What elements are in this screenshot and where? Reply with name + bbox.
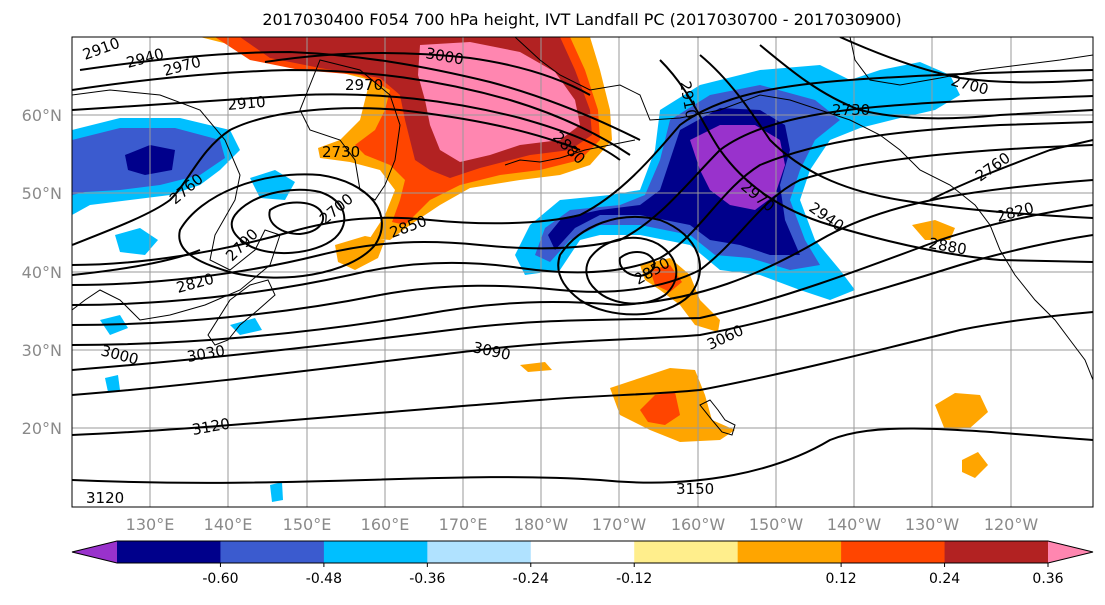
- ivt-positive-fill: [200, 37, 988, 478]
- map-title: 2017030400 F054 700 hPa height, IVT Land…: [262, 10, 901, 29]
- lon-label: 150°E: [283, 515, 332, 534]
- contour-west-ring-3: [268, 201, 325, 236]
- fill-red-south: [640, 392, 680, 425]
- contour-label: 3150: [676, 480, 714, 498]
- contour-label: 2970: [345, 76, 383, 94]
- contour-2820-west: [72, 249, 201, 276]
- height-contours: [72, 37, 1093, 484]
- contour-label: 2730: [832, 101, 870, 119]
- coast-hawaii: [699, 399, 736, 436]
- lon-label: 150°W: [749, 515, 804, 534]
- colorbar-swatch: [427, 541, 532, 563]
- lon-label: 140°E: [204, 515, 253, 534]
- lon-label: 140°W: [827, 515, 882, 534]
- colorbar-tick-label: -0.60: [202, 571, 238, 587]
- colorbar-swatch: [323, 541, 428, 563]
- contour-3000-north: [264, 52, 591, 96]
- contour-label: 2910: [227, 93, 267, 114]
- lat-label: 50°N: [22, 184, 62, 203]
- contour-2700-east: [839, 37, 1093, 84]
- contour-2970-south: [72, 121, 1093, 306]
- lon-label: 160°E: [361, 515, 410, 534]
- colorbar-swatch: [944, 541, 1049, 563]
- coast-alaska: [514, 37, 1093, 381]
- fill-cyan-small-6: [270, 482, 283, 502]
- contour-label: 3120: [86, 489, 124, 507]
- colorbar-swatch: [841, 541, 946, 563]
- latitude-labels: 60°N 50°N 40°N 30°N 20°N: [22, 106, 62, 438]
- contour-2730-east: [759, 44, 1093, 120]
- contour-2910-east: [659, 59, 1093, 263]
- contour-3120: [72, 311, 1093, 436]
- lon-label: 130°E: [126, 515, 175, 534]
- colorbar-swatch: [72, 541, 117, 563]
- colorbar-ticks: -0.60-0.48-0.36-0.24-0.120.120.240.360.4…: [202, 563, 1064, 587]
- contour-west-ring-1: [178, 173, 383, 279]
- contour-2760-west: [72, 107, 581, 246]
- map-content: 2910 2940 2970 3000 2970 2910 2730 2760 …: [72, 37, 1093, 507]
- contour-3030: [72, 179, 1093, 346]
- lon-label: 170°W: [592, 515, 647, 534]
- contour-3000-south: [72, 144, 1093, 326]
- lat-label: 60°N: [22, 106, 62, 125]
- fill-cyan-small-5: [105, 375, 120, 392]
- fill-purple-east: [690, 125, 785, 210]
- lat-label: 40°N: [22, 263, 62, 282]
- colorbar-swatch: [1048, 541, 1093, 563]
- colorbar-tick-label: -0.36: [409, 571, 445, 587]
- colorbar-swatch: [530, 541, 635, 563]
- colorbar-outline: [71, 540, 1094, 564]
- fill-pink-north: [418, 42, 580, 162]
- contour-2910-north: [72, 93, 621, 161]
- lon-label: 180°W: [514, 515, 569, 534]
- contour-2850-east: [699, 54, 1093, 219]
- lon-label: 120°W: [984, 515, 1039, 534]
- fill-orange-east-small: [962, 452, 988, 478]
- colorbar-tick-label: -0.48: [306, 571, 342, 587]
- lon-label: 170°E: [439, 515, 488, 534]
- coast-canada: [849, 37, 1093, 86]
- colorbar-swatches: [72, 541, 1093, 563]
- colorbar-tick-label: -0.24: [513, 571, 549, 587]
- colorbar-tick-label: 0.12: [826, 571, 857, 587]
- fill-orange-seasmall: [912, 220, 955, 240]
- contour-low-ring-2: [585, 236, 678, 305]
- fill-cyan-small-2: [115, 228, 158, 255]
- colorbar-swatch: [117, 541, 221, 563]
- fill-orange-mid: [520, 362, 552, 372]
- contour-3090: [72, 234, 1093, 396]
- colorbar-tick-label: 0.36: [1032, 571, 1063, 587]
- colorbar-tick-label: -0.12: [616, 571, 652, 587]
- longitude-labels: 130°E 140°E 150°E 160°E 170°E 180°W 170°…: [126, 515, 1039, 534]
- contour-3150: [72, 427, 1093, 484]
- colorbar: -0.60-0.48-0.36-0.24-0.120.120.240.360.4…: [71, 540, 1094, 587]
- contour-2760-east: [929, 139, 1093, 201]
- lon-label: 160°W: [671, 515, 726, 534]
- contour-3060: [72, 204, 1093, 371]
- colorbar-swatch: [634, 541, 739, 563]
- fill-orange-east: [935, 393, 988, 430]
- contour-west-ring-2: [230, 188, 346, 255]
- colorbar-tick-label: 0.24: [929, 571, 960, 587]
- colorbar-swatch: [220, 541, 325, 563]
- lon-label: 130°W: [905, 515, 960, 534]
- fill-cyan-small-4: [230, 318, 262, 335]
- lat-label: 30°N: [22, 341, 62, 360]
- colorbar-swatch: [737, 541, 842, 563]
- map-border: [71, 36, 1094, 508]
- lat-label: 20°N: [22, 419, 62, 438]
- contour-low-ring-1: [557, 215, 701, 316]
- coast-aleutians: [504, 139, 636, 166]
- contour-low-ring-3: [618, 251, 656, 278]
- contour-label: 2730: [322, 143, 360, 161]
- contour-2910-low: [72, 69, 1093, 266]
- contour-2940-north: [72, 68, 631, 156]
- contour-2970-north: [79, 50, 641, 141]
